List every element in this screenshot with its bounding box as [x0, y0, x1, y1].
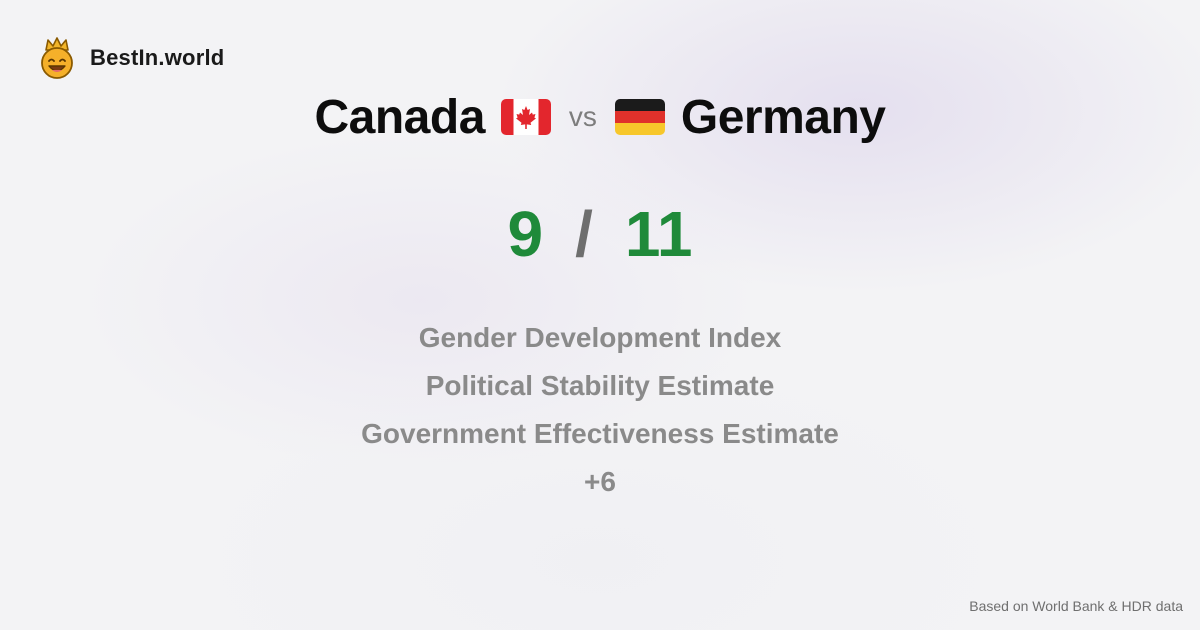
left-score: 9 — [507, 198, 544, 270]
brand-name: BestIn.world — [90, 45, 225, 70]
score-separator: / — [575, 198, 593, 270]
brand[interactable]: BestIn.world — [38, 36, 224, 80]
more-metrics-count: +6 — [584, 466, 616, 497]
metrics-list: Gender Development Index Political Stabi… — [0, 314, 1200, 506]
canada-flag-icon — [500, 99, 551, 135]
left-country-name: Canada — [314, 90, 486, 144]
score: 9 / 11 — [0, 196, 1200, 272]
metric-item: Gender Development Index — [418, 322, 782, 353]
source-note: Based on World Bank & HDR data — [969, 598, 1183, 614]
right-score: 11 — [624, 198, 693, 270]
comparison-title: Canada vs Germany — [0, 84, 1200, 150]
vs-label: vs — [568, 101, 597, 132]
crown-smiley-icon — [38, 36, 76, 80]
metric-item: Government Effectiveness Estimate — [361, 418, 839, 449]
right-country-name: Germany — [680, 90, 886, 144]
germany-flag-icon — [614, 99, 665, 135]
metric-item: Political Stability Estimate — [425, 370, 775, 401]
